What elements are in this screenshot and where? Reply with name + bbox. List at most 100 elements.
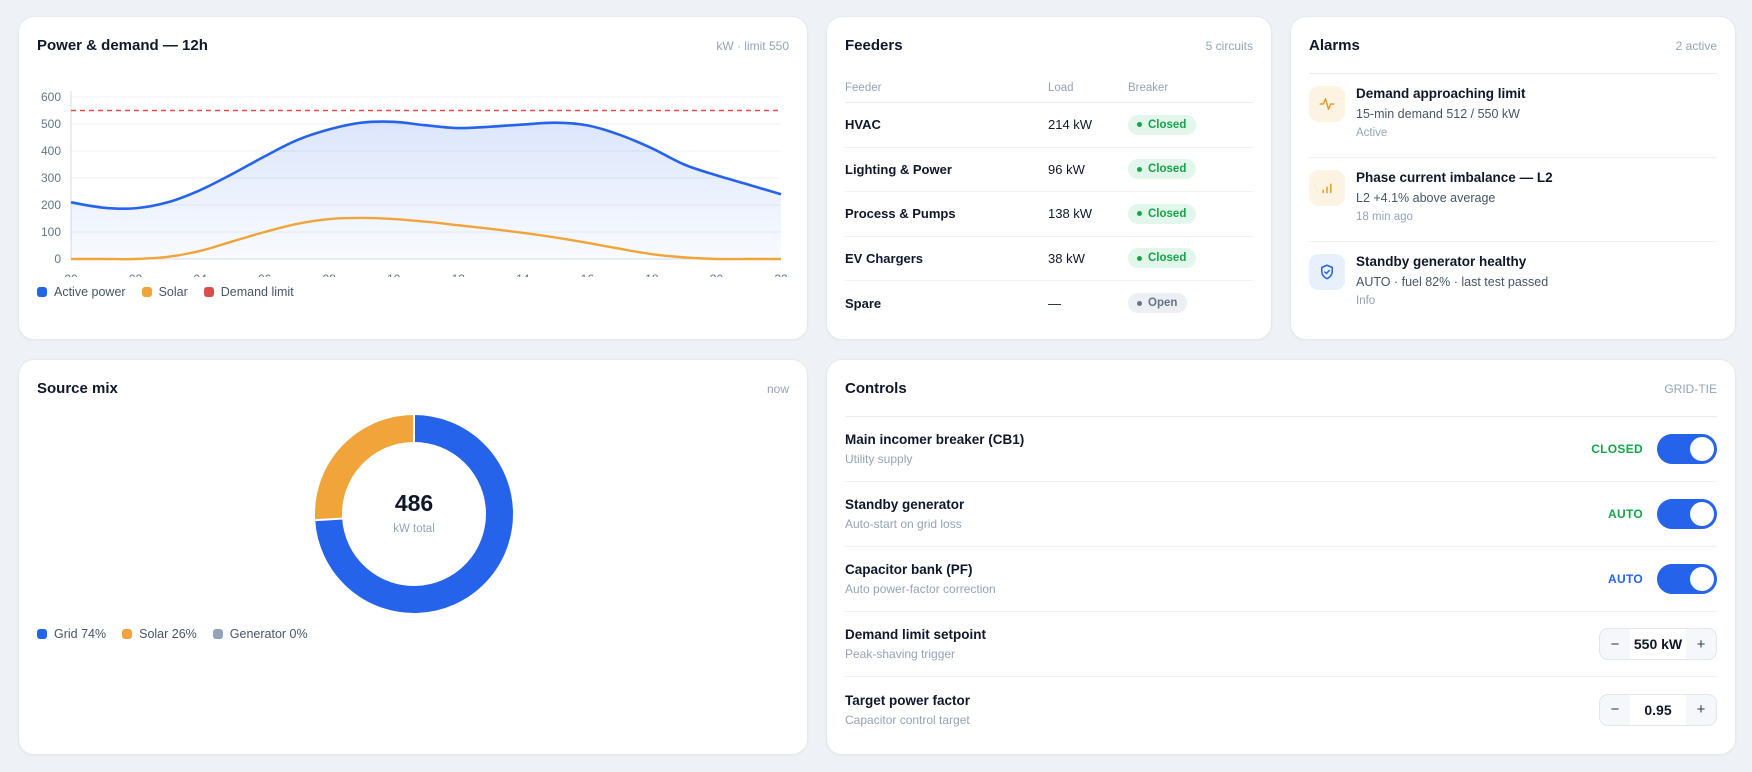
x-tick-label: 20: [710, 272, 724, 277]
legend-swatch: [203, 287, 214, 297]
table-row[interactable]: EV Chargers 38 kW Closed: [845, 237, 1253, 281]
main-breaker-toggle[interactable]: [1657, 434, 1717, 464]
legend-swatch: [141, 287, 152, 297]
status-dot-icon: [1137, 211, 1142, 217]
x-tick-label: 14: [516, 272, 530, 277]
alarms-card: Alarms 2 active Demand approaching limit…: [1290, 16, 1736, 340]
status-dot-icon: [1137, 300, 1142, 306]
feeder-load: 214 kW: [1048, 117, 1093, 133]
alarm-item[interactable]: Demand approaching limit 15-min demand 5…: [1309, 74, 1717, 158]
donut-slice: [315, 415, 513, 613]
feeders-count: 5 circuits: [1205, 39, 1253, 53]
control-state: AUTO: [1608, 507, 1643, 521]
capacitor-bank-toggle[interactable]: [1657, 564, 1717, 594]
feeder-name: EV Chargers: [845, 250, 924, 266]
x-tick-label: 10: [387, 272, 401, 277]
controls-card: Controls GRID-TIE Main incomer breaker (…: [826, 359, 1736, 755]
toggle-knob: [1690, 567, 1714, 591]
table-row[interactable]: Spare — Open: [845, 281, 1253, 326]
power-demand-meta: kW · limit 550: [716, 39, 789, 53]
alarm-level: Info: [1356, 295, 1376, 307]
active-power-area: [71, 121, 781, 259]
alarm-title: Demand approaching limit: [1356, 86, 1526, 101]
status-dot-icon: [1137, 255, 1142, 261]
pulse-icon: [1309, 86, 1345, 122]
increment-button[interactable]: +: [1696, 701, 1706, 718]
alarm-description: AUTO · fuel 82% · last test passed: [1356, 275, 1549, 289]
power-factor-value[interactable]: 0.95: [1630, 694, 1686, 725]
x-tick-label: 22: [774, 272, 788, 277]
source-mix-title: Source mix: [37, 380, 118, 397]
control-label: Target power factor: [845, 692, 971, 708]
donut-total: 486: [394, 490, 434, 516]
control-label: Standby generator: [845, 497, 965, 512]
feeder-load: 96 kW: [1048, 161, 1085, 177]
x-tick-label: 04: [193, 272, 207, 277]
controls-title: Controls: [845, 380, 907, 397]
legend-solar: Solar 26%: [122, 627, 197, 641]
shield-check-icon: [1309, 254, 1345, 290]
table-row[interactable]: HVAC 214 kW Closed: [845, 103, 1253, 148]
y-tick-label: 300: [41, 171, 61, 185]
control-state: AUTO: [1608, 572, 1643, 586]
control-row-power-factor: Target power factor Capacitor control ta…: [845, 677, 1717, 742]
control-row-capacitor-bank: Capacitor bank (PF) Auto power-factor co…: [845, 547, 1717, 612]
feeders-title: Feeders: [845, 37, 903, 54]
donut-total-label: kW total: [393, 523, 435, 535]
source-mix-card: Source mix now 486 kW total Grid 74% Sol…: [18, 359, 808, 755]
alarm-item[interactable]: Phase current imbalance — L2 L2 +4.1% ab…: [1309, 158, 1717, 242]
toggle-knob: [1690, 437, 1714, 461]
feeder-name: Lighting & Power: [845, 161, 952, 177]
col-load: Load: [1048, 81, 1074, 94]
breaker-status-label: Open: [1148, 297, 1178, 310]
x-tick-label: 06: [258, 272, 272, 277]
generator-toggle[interactable]: [1657, 499, 1717, 529]
legend-swatch: [122, 629, 133, 639]
legend-label: Active power: [54, 285, 126, 299]
control-sublabel: Auto-start on grid loss: [845, 517, 962, 531]
feeder-name: Process & Pumps: [845, 206, 956, 222]
decrement-button[interactable]: −: [1610, 635, 1620, 653]
alarm-description: L2 +4.1% above average: [1356, 191, 1496, 205]
control-row-main-breaker: Main incomer breaker (CB1) Utility suppl…: [845, 417, 1717, 482]
legend-active-power: Active power: [37, 285, 126, 299]
breaker-status-label: Closed: [1148, 207, 1187, 220]
demand-limit-stepper: − 550 kW +: [1599, 628, 1717, 660]
increment-button[interactable]: +: [1696, 635, 1706, 653]
solar-line: [71, 216, 782, 261]
control-state: CLOSED: [1591, 442, 1643, 456]
decrement-button[interactable]: −: [1610, 701, 1620, 718]
source-mix-donut: [314, 414, 513, 613]
power-demand-card: Power & demand — 12h kW · limit 550 0 100…: [18, 16, 808, 340]
feeder-load: 38 kW: [1048, 250, 1085, 266]
source-mix-legend: Grid 74% Solar 26% Generator 0%: [37, 627, 308, 641]
y-tick-label: 600: [41, 90, 61, 104]
breaker-status-badge: Closed: [1128, 203, 1197, 224]
breaker-status-label: Closed: [1148, 252, 1187, 265]
x-tick-label: 16: [581, 272, 595, 277]
table-row[interactable]: Lighting & Power 96 kW Closed: [845, 148, 1253, 192]
control-sublabel: Auto power-factor correction: [845, 582, 996, 596]
feeder-name: Spare: [845, 295, 882, 311]
legend-swatch: [37, 287, 47, 297]
control-sublabel: Utility supply: [845, 452, 913, 466]
legend-label: Grid 74%: [54, 627, 107, 641]
alarm-item[interactable]: Standby generator healthy AUTO · fuel 82…: [1309, 242, 1717, 326]
feeders-table: Feeder Load Breaker HVAC 214 kW Closed L…: [845, 73, 1253, 326]
alarms-title: Alarms: [1309, 37, 1360, 54]
x-tick-label: 00: [64, 272, 78, 277]
power-factor-stepper: − 0.95 +: [1599, 693, 1717, 726]
legend-swatch: [212, 629, 223, 639]
controls-mode: GRID-TIE: [1664, 382, 1717, 396]
legend-grid: Grid 74%: [37, 627, 106, 641]
control-label: Main incomer breaker (CB1): [845, 432, 1025, 447]
legend-demand-limit: Demand limit: [203, 285, 294, 299]
active-power-line: [70, 120, 782, 211]
legend-label: Demand limit: [220, 285, 294, 299]
x-tick-label: 08: [323, 272, 337, 277]
feeder-name: HVAC: [845, 117, 881, 133]
demand-limit-value[interactable]: 550 kW: [1630, 629, 1686, 659]
x-tick-label: 12: [452, 272, 466, 277]
y-tick-label: 100: [41, 225, 61, 239]
table-row[interactable]: Process & Pumps 138 kW Closed: [845, 192, 1253, 237]
